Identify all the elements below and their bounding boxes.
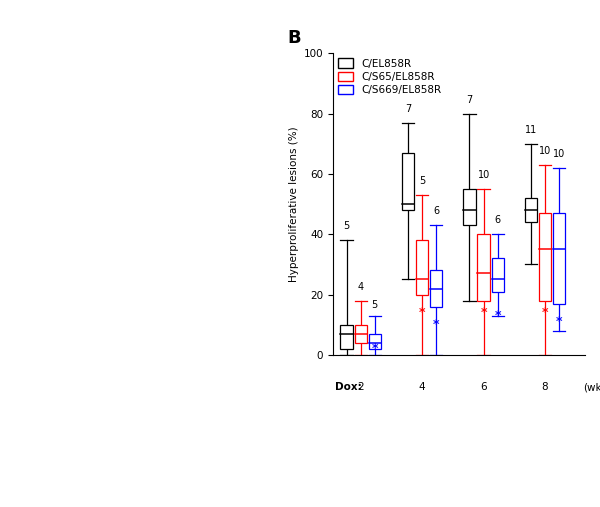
Text: 6: 6 (494, 215, 501, 225)
Bar (368, 334, 381, 349)
Text: 7: 7 (405, 103, 411, 114)
Bar (539, 213, 551, 301)
Text: (wks): (wks) (583, 382, 600, 392)
Bar (416, 240, 428, 295)
Text: 2: 2 (358, 382, 364, 392)
Text: *: * (371, 342, 378, 355)
Text: 10: 10 (553, 149, 565, 159)
Text: *: * (494, 309, 501, 322)
Text: 8: 8 (542, 382, 548, 392)
Text: 6: 6 (480, 382, 487, 392)
Text: 5: 5 (419, 176, 425, 186)
Text: 6: 6 (433, 206, 439, 216)
Bar (430, 270, 442, 307)
Text: 4: 4 (358, 281, 364, 292)
Bar (553, 213, 565, 304)
Bar (463, 189, 476, 225)
Text: 10: 10 (478, 170, 490, 180)
Bar (402, 153, 414, 210)
Bar (491, 259, 504, 292)
Text: *: * (433, 318, 440, 331)
Text: 5: 5 (343, 221, 350, 231)
Text: *: * (542, 306, 548, 319)
Y-axis label: Hyperproliferative lesions (%): Hyperproliferative lesions (%) (289, 126, 299, 282)
Bar (478, 234, 490, 301)
Text: *: * (481, 306, 487, 319)
Text: 10: 10 (539, 146, 551, 156)
Text: 7: 7 (466, 94, 473, 104)
Text: 4: 4 (419, 382, 425, 392)
Bar (525, 198, 537, 222)
Text: 11: 11 (525, 125, 537, 135)
Text: *: * (556, 315, 562, 328)
Text: Dox:: Dox: (335, 382, 362, 392)
Bar (340, 325, 353, 349)
Text: B: B (287, 29, 301, 47)
Legend: C/EL858R, C/S65/EL858R, C/S669/EL858R: C/EL858R, C/S65/EL858R, C/S669/EL858R (338, 58, 441, 95)
Text: 5: 5 (371, 300, 378, 310)
Text: *: * (419, 306, 425, 319)
Bar (355, 325, 367, 343)
